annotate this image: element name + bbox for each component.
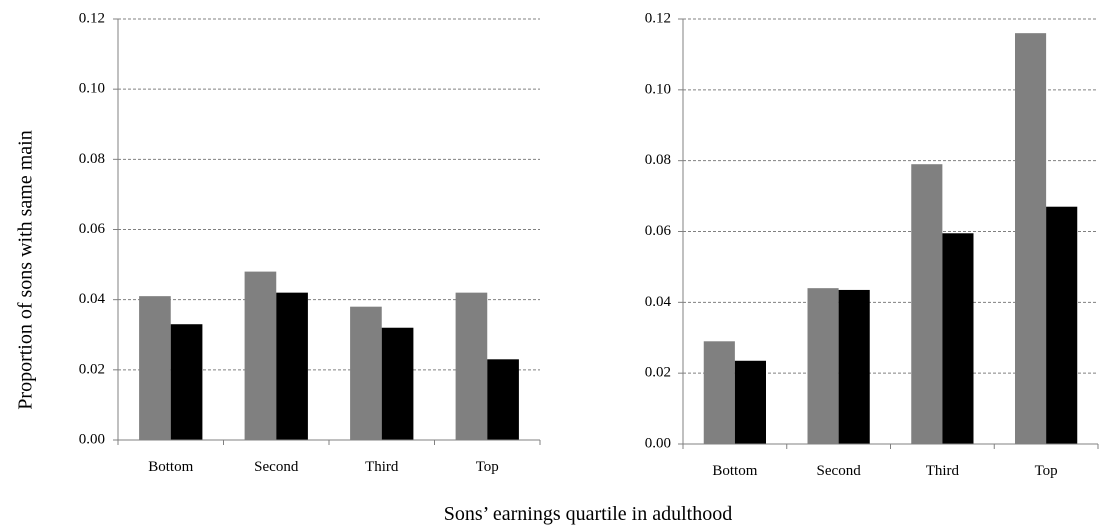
left-x-tick-label-third: Third <box>365 459 399 475</box>
left-y-tick-label-0: 0.00 <box>79 431 105 447</box>
right-y-tick-label-0: 0.00 <box>645 435 671 451</box>
right-y-tick-label-6: 0.12 <box>645 10 671 26</box>
left-bar-s1-bottom <box>139 296 171 440</box>
left-y-tick-label-5: 0.10 <box>79 81 105 97</box>
left-bar-s2-bottom <box>170 324 203 440</box>
left-bar-s1-top <box>455 292 488 440</box>
left-y-tick-label-1: 0.02 <box>79 361 105 377</box>
left-y-tick-label-6: 0.12 <box>79 10 105 26</box>
right-x-tick-label-second: Second <box>817 463 862 479</box>
right-x-tick-label-third: Third <box>926 463 960 479</box>
right-x-tick-label-top: Top <box>1035 463 1058 479</box>
right-bar-chart: 0.00 0.02 0.04 0.06 0.08 0.10 0.12 Bottom Second… <box>645 10 1099 479</box>
left-bar-s2-second <box>276 292 308 440</box>
left-x-tick-label-second: Second <box>254 459 299 475</box>
right-bar-s2-third <box>942 233 974 444</box>
y-axis-title: Proportion of sons with same main <box>15 130 37 409</box>
left-bar-s1-third <box>350 306 382 440</box>
left-bar-chart: 0.00 0.02 0.04 0.06 0.08 0.10 0.12 Bottom Second… <box>79 10 541 475</box>
left-y-tick-label-2: 0.04 <box>79 291 106 307</box>
right-y-tick-label-4: 0.08 <box>645 152 671 168</box>
left-x-tick-label-top: Top <box>476 459 499 475</box>
right-bar-s2-bottom <box>734 360 766 444</box>
right-y-tick-label-1: 0.02 <box>645 365 671 381</box>
right-x-tick-label-bottom: Bottom <box>712 463 757 479</box>
right-y-tick-label-3: 0.06 <box>645 223 672 239</box>
left-x-tick-label-bottom: Bottom <box>148 459 193 475</box>
right-bar-s2-top <box>1046 206 1078 444</box>
right-bar-s2-second <box>838 289 870 444</box>
left-y-tick-label-3: 0.06 <box>79 221 106 237</box>
left-y-tick-label-4: 0.08 <box>79 151 105 167</box>
x-axis-title: Sons’ earnings quartile in adulthood <box>444 503 732 525</box>
right-bar-s1-top <box>1015 33 1047 445</box>
right-bar-s1-second <box>807 288 839 444</box>
right-y-tick-label-2: 0.04 <box>645 294 672 310</box>
right-bar-s1-third <box>911 164 943 445</box>
right-bar-s1-bottom <box>703 341 735 444</box>
left-bar-s2-top <box>487 359 519 440</box>
right-y-tick-label-5: 0.10 <box>645 81 671 97</box>
left-bar-s1-second <box>244 271 277 440</box>
left-bar-s2-third <box>381 327 414 440</box>
